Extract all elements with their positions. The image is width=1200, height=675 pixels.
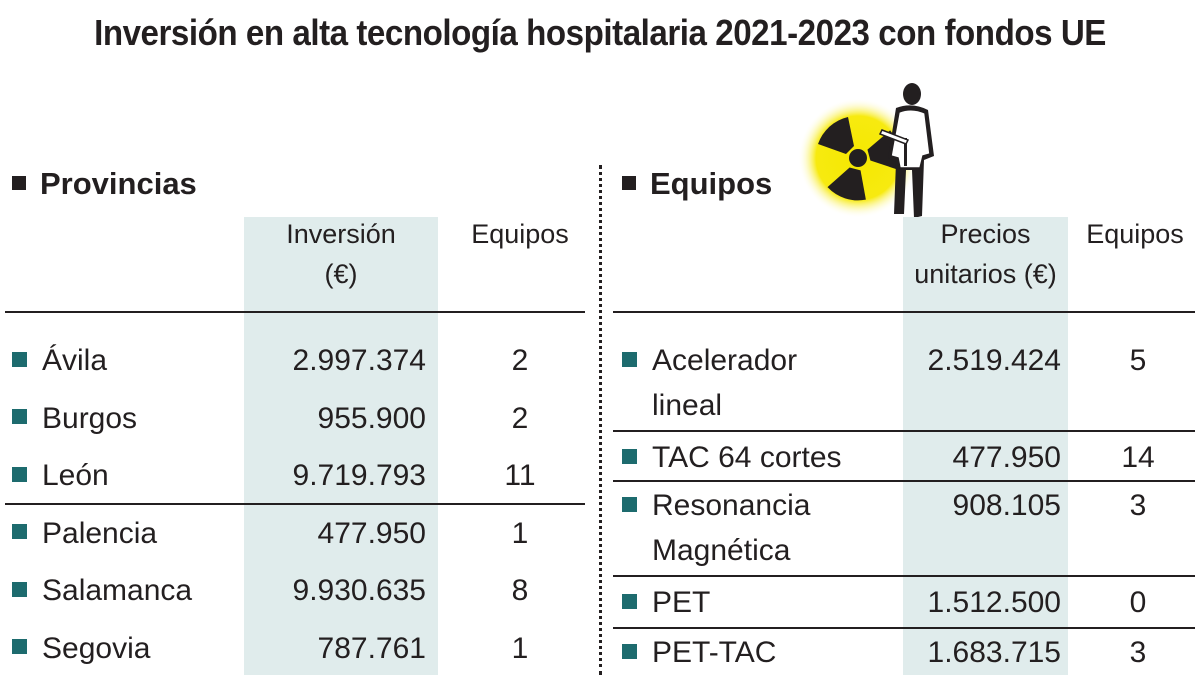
square-bullet-icon (622, 448, 637, 464)
inversion-value: 2.997.374 (292, 344, 426, 377)
square-bullet-icon (622, 643, 637, 659)
header-rule (5, 311, 585, 313)
equipment-name: Magnética (652, 534, 791, 567)
province-name: Palencia (42, 516, 158, 550)
inversion-column-shade (244, 217, 438, 675)
square-bullet-icon (12, 351, 27, 367)
precio-value: 477.950 (952, 441, 1061, 474)
equipos-value: 14 (1121, 441, 1155, 474)
province-name: Segovia (42, 631, 151, 665)
equipment-label: Acelerador (622, 338, 797, 383)
equipment-name: Resonancia (652, 489, 811, 522)
header-rule (613, 311, 1195, 313)
header-line: Equipos (471, 219, 569, 249)
province-name: León (42, 459, 109, 492)
precio-column-shade (903, 217, 1068, 675)
page-title: Inversión en alta tecnología hospitalari… (94, 12, 1106, 53)
equipos-value: 0 (1129, 586, 1147, 619)
doctor-silhouette-icon (878, 83, 934, 218)
header-precios: Precios unitarios (€) (903, 214, 1068, 294)
precio-value: 1.512.500 (927, 586, 1061, 619)
row-rule (613, 575, 1195, 577)
inversion-value: 955.900 (317, 401, 426, 435)
equipment-name: PET (652, 586, 711, 619)
header-equipos-left: Equipos (455, 214, 585, 254)
province-label: Palencia (12, 511, 157, 556)
square-bullet-icon (622, 496, 637, 512)
square-bullet-icon (12, 466, 27, 482)
square-bullet-icon (12, 639, 27, 655)
equipos-value: 3 (1129, 636, 1147, 669)
radiation-illustration (798, 83, 934, 218)
header-line: Inversión (286, 219, 396, 249)
inversion-value: 477.950 (317, 516, 426, 550)
inversion-value: 787.761 (317, 631, 426, 665)
equipment-name: Acelerador (652, 344, 798, 377)
province-label: Salamanca (12, 568, 192, 613)
section-title: Equipos (650, 166, 773, 201)
section-heading-equipos: Equipos (622, 166, 772, 202)
equipos-value: 2 (511, 401, 529, 435)
equipos-value: 1 (511, 631, 529, 665)
equipment-label: PET-TAC (622, 630, 776, 675)
precio-value: 2.519.424 (927, 344, 1061, 377)
equipos-value: 8 (511, 574, 529, 607)
square-bullet-icon (622, 351, 637, 367)
equipment-name: TAC 64 cortes (652, 441, 842, 474)
square-bullet-icon (12, 524, 27, 540)
equipos-value: 5 (1129, 344, 1147, 377)
header-equipos-right: Equipos (1070, 214, 1200, 254)
square-bullet-icon (12, 409, 27, 425)
province-name: Salamanca (42, 574, 193, 607)
section-heading-provincias: Provincias (12, 166, 197, 202)
inversion-value: 9.930.635 (292, 574, 426, 607)
inversion-value: 9.719.793 (292, 459, 426, 492)
header-line: Equipos (1086, 219, 1184, 249)
province-name: Burgos (42, 401, 138, 435)
header-line: Precios (940, 219, 1031, 249)
equipment-label: TAC 64 cortes (622, 435, 842, 480)
square-bullet-icon (12, 581, 27, 597)
equipment-label: lineal (652, 383, 722, 428)
equipos-value: 2 (511, 344, 529, 377)
equipment-name: lineal (652, 389, 723, 422)
row-rule (613, 430, 1195, 432)
precio-value: 908.105 (952, 489, 1061, 522)
equipment-label: PET (622, 580, 710, 625)
equipos-value: 11 (504, 459, 536, 492)
row-group-rule (5, 503, 585, 505)
equipment-label: Resonancia (622, 483, 810, 528)
header-inversion: Inversión (€) (244, 214, 438, 294)
square-bullet-icon (12, 175, 26, 190)
row-rule (613, 627, 1195, 629)
equipos-value: 1 (511, 516, 529, 550)
equipos-value: 3 (1129, 489, 1147, 522)
province-label: Burgos (12, 396, 137, 441)
header-line: (€) (324, 259, 358, 289)
province-name: Ávila (42, 344, 108, 377)
dotted-divider (599, 165, 602, 675)
section-title: Provincias (40, 166, 197, 201)
header-line: unitarios (€) (914, 259, 1057, 289)
equipment-label: Magnética (652, 528, 790, 573)
square-bullet-icon (622, 175, 636, 190)
precio-value: 1.683.715 (927, 636, 1061, 669)
province-label: León (12, 453, 109, 498)
province-label: Ávila (12, 338, 107, 383)
province-label: Segovia (12, 626, 150, 671)
square-bullet-icon (622, 593, 637, 609)
row-rule (613, 480, 1195, 482)
equipment-name: PET-TAC (652, 636, 777, 669)
